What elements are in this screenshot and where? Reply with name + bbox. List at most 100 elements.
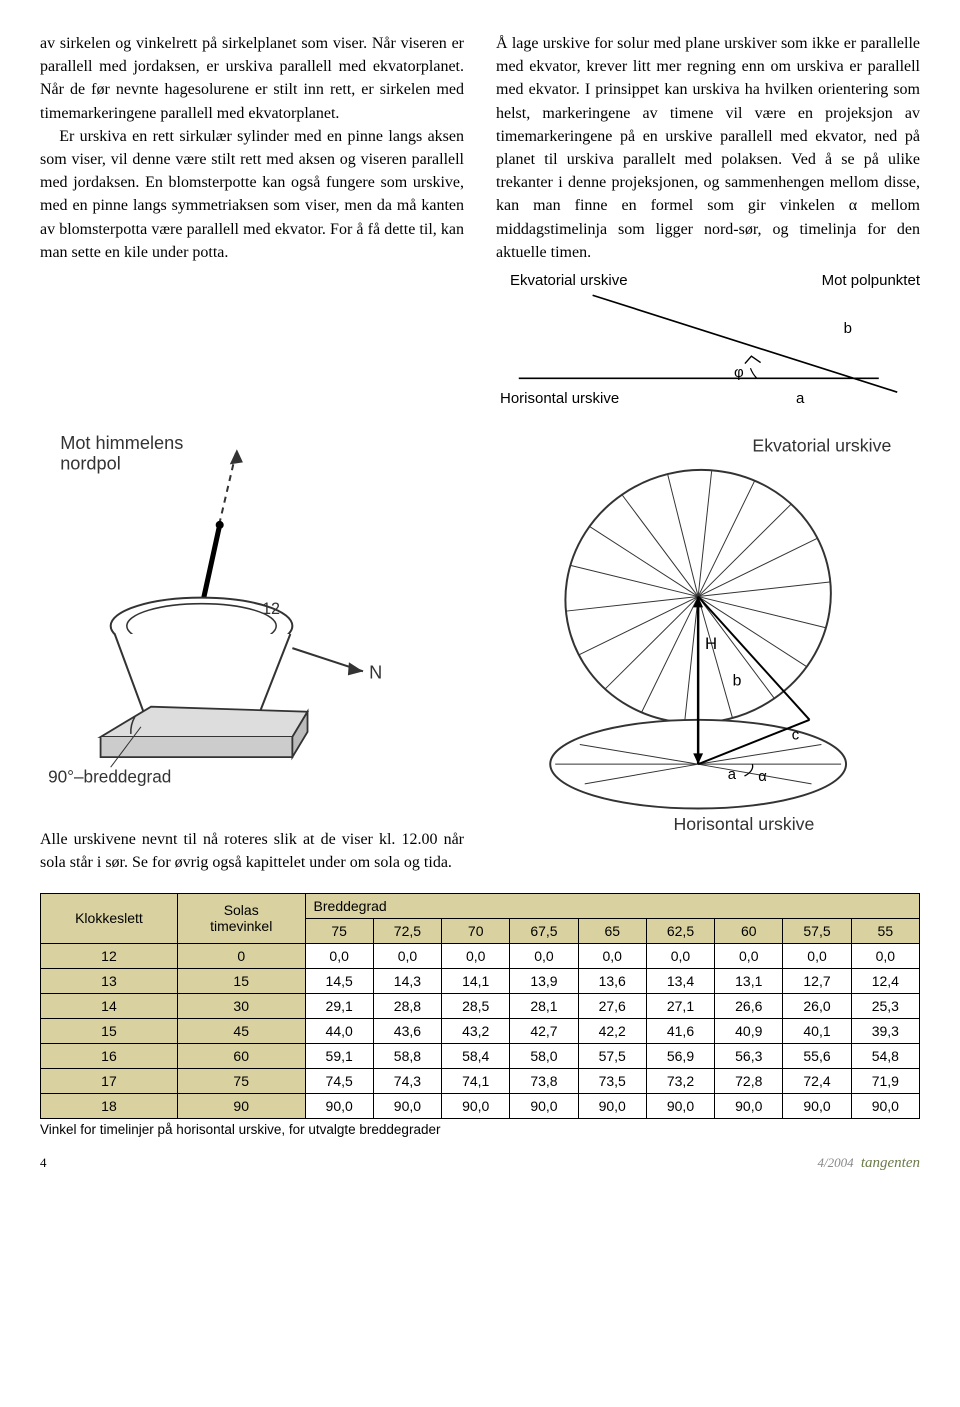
cell-value: 43,2	[442, 1018, 510, 1043]
cell-value: 72,8	[715, 1068, 783, 1093]
table-row: 1200,00,00,00,00,00,00,00,00,0	[41, 943, 920, 968]
cell-klokkeslett: 18	[41, 1093, 178, 1118]
circles-svg: Ekvatorial urskive	[496, 424, 920, 838]
pot-n-label: N	[369, 662, 382, 682]
phi-label: φ	[734, 362, 744, 384]
flowerpot-diagram-cell: Mot himmelens nordpol 12 N	[40, 424, 464, 875]
magazine-name: tangenten	[861, 1155, 920, 1171]
circ-c-label: c	[792, 727, 799, 743]
cell-value: 74,5	[305, 1068, 373, 1093]
cell-value: 74,1	[442, 1068, 510, 1093]
angle-diagram-area: Ekvatorial urskive Mot polpunktet b φ Ho…	[496, 270, 920, 410]
cell-klokkeslett: 17	[41, 1068, 178, 1093]
cell-value: 27,6	[578, 993, 646, 1018]
lat-col: 67,5	[510, 918, 578, 943]
cell-value: 14,1	[442, 968, 510, 993]
lat-col: 55	[851, 918, 919, 943]
circ-b-label: b	[733, 672, 742, 689]
cell-value: 29,1	[305, 993, 373, 1018]
cell-value: 58,4	[442, 1043, 510, 1068]
cell-value: 27,1	[646, 993, 714, 1018]
cell-value: 43,6	[373, 1018, 441, 1043]
cell-value: 72,4	[783, 1068, 851, 1093]
cell-value: 90,0	[646, 1093, 714, 1118]
cell-timevinkel: 60	[177, 1043, 305, 1068]
cell-value: 44,0	[305, 1018, 373, 1043]
lat-col: 65	[578, 918, 646, 943]
cell-value: 0,0	[578, 943, 646, 968]
cell-value: 74,3	[373, 1068, 441, 1093]
cell-value: 56,9	[646, 1043, 714, 1068]
cell-timevinkel: 90	[177, 1093, 305, 1118]
pot-angle-label: 90°–breddegrad	[48, 766, 171, 786]
right-column: Å lage urskive for solur med plane urski…	[496, 32, 920, 410]
cell-value: 42,2	[578, 1018, 646, 1043]
b-label: b	[844, 318, 852, 340]
cell-value: 90,0	[510, 1093, 578, 1118]
issue-number: 4/2004	[817, 1155, 853, 1170]
th-breddegrad: Breddegrad	[305, 893, 919, 918]
right-paragraph-1: Å lage urskive for solur med plane urski…	[496, 32, 920, 264]
circ-top-label: Ekvatorial urskive	[752, 435, 891, 455]
a-label: a	[796, 388, 804, 410]
cell-value: 58,0	[510, 1043, 578, 1068]
cell-timevinkel: 15	[177, 968, 305, 993]
pot-12-label: 12	[262, 600, 280, 618]
left-paragraph-1: av sirkelen og vinkelrett på sirkelplane…	[40, 32, 464, 125]
cell-value: 0,0	[783, 943, 851, 968]
rotation-caption: Alle urskivene nevnt til nå roteres slik…	[40, 828, 464, 874]
cell-value: 42,7	[510, 1018, 578, 1043]
table-row: 189090,090,090,090,090,090,090,090,090,0	[41, 1093, 920, 1118]
cell-value: 12,7	[783, 968, 851, 993]
cell-value: 13,9	[510, 968, 578, 993]
cell-value: 0,0	[851, 943, 919, 968]
circ-a-label: a	[728, 767, 737, 783]
circ-alpha-label: α	[758, 769, 767, 785]
table-row: 154544,043,643,242,742,241,640,940,139,3	[41, 1018, 920, 1043]
cell-timevinkel: 45	[177, 1018, 305, 1043]
circ-bottom-label: Horisontal urskive	[673, 814, 814, 834]
cell-timevinkel: 30	[177, 993, 305, 1018]
cell-value: 25,3	[851, 993, 919, 1018]
cell-value: 73,8	[510, 1068, 578, 1093]
cell-value: 73,5	[578, 1068, 646, 1093]
cell-value: 73,2	[646, 1068, 714, 1093]
table-row: 143029,128,828,528,127,627,126,626,025,3	[41, 993, 920, 1018]
cell-value: 13,6	[578, 968, 646, 993]
cell-value: 90,0	[305, 1093, 373, 1118]
cell-value: 0,0	[442, 943, 510, 968]
cell-klokkeslett: 12	[41, 943, 178, 968]
body-columns: av sirkelen og vinkelrett på sirkelplane…	[40, 32, 920, 410]
lat-col: 70	[442, 918, 510, 943]
left-paragraph-2: Er urskiva en rett sirkulær sylinder med…	[40, 125, 464, 264]
cell-klokkeslett: 13	[41, 968, 178, 993]
cell-value: 90,0	[442, 1093, 510, 1118]
cell-value: 28,5	[442, 993, 510, 1018]
hor-urskive-label: Horisontal urskive	[500, 388, 619, 410]
flowerpot-svg: Mot himmelens nordpol 12 N	[40, 424, 464, 787]
cell-klokkeslett: 16	[41, 1043, 178, 1068]
cell-value: 90,0	[851, 1093, 919, 1118]
cell-value: 39,3	[851, 1018, 919, 1043]
lat-col: 60	[715, 918, 783, 943]
cell-value: 54,8	[851, 1043, 919, 1068]
th-klokkeslett: Klokkeslett	[41, 893, 178, 943]
lat-col: 72,5	[373, 918, 441, 943]
cell-timevinkel: 75	[177, 1068, 305, 1093]
cell-value: 90,0	[715, 1093, 783, 1118]
cell-value: 13,1	[715, 968, 783, 993]
th-solas: Solas timevinkel	[177, 893, 305, 943]
cell-value: 40,1	[783, 1018, 851, 1043]
cell-klokkeslett: 14	[41, 993, 178, 1018]
cell-value: 28,1	[510, 993, 578, 1018]
cell-value: 40,9	[715, 1018, 783, 1043]
cell-value: 0,0	[715, 943, 783, 968]
table-row: 131514,514,314,113,913,613,413,112,712,4	[41, 968, 920, 993]
cell-value: 90,0	[373, 1093, 441, 1118]
lat-col: 75	[305, 918, 373, 943]
cell-value: 71,9	[851, 1068, 919, 1093]
circ-H-label: H	[705, 634, 717, 653]
cell-value: 28,8	[373, 993, 441, 1018]
cell-value: 55,6	[783, 1043, 851, 1068]
cell-value: 58,8	[373, 1043, 441, 1068]
